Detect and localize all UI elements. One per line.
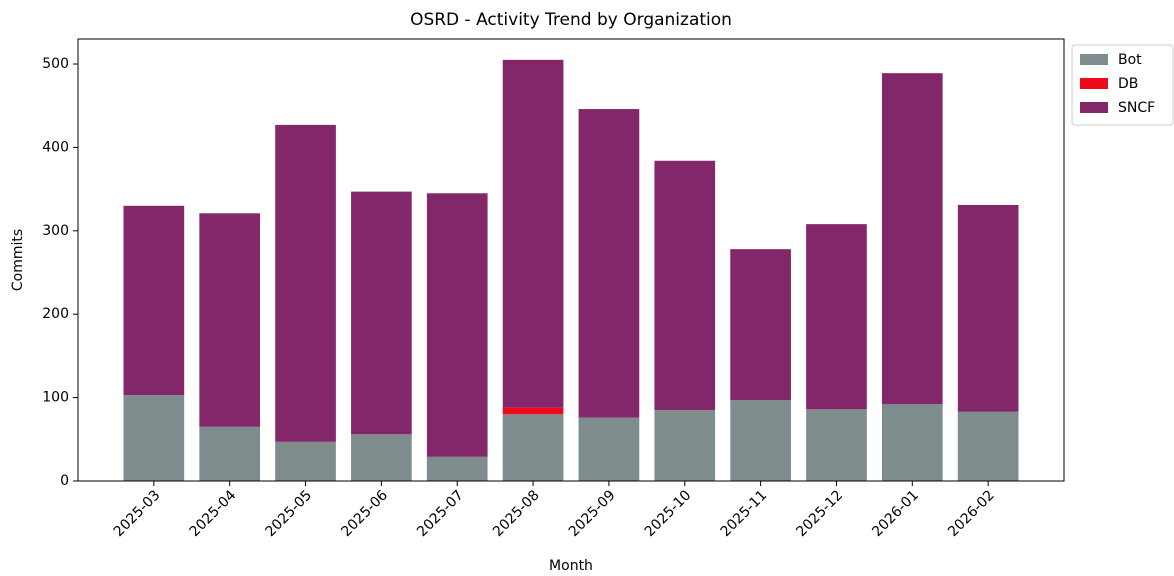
x-axis-label: Month bbox=[549, 558, 593, 574]
x-tick-label: 2026-02 bbox=[945, 487, 998, 540]
x-tick-label: 2025-11 bbox=[718, 487, 771, 540]
y-tick-label: 0 bbox=[60, 473, 69, 489]
bar-segment bbox=[123, 395, 185, 481]
bar-segment bbox=[730, 249, 791, 401]
x-tick-label: 2026-01 bbox=[869, 487, 922, 540]
x-tick-label: 2025-09 bbox=[566, 487, 619, 540]
x-tick-label: 2025-03 bbox=[111, 487, 164, 540]
bar-segment bbox=[502, 59, 564, 408]
y-axis-label: Commits bbox=[10, 229, 26, 291]
bar-segment bbox=[123, 205, 185, 396]
bar-segment bbox=[426, 193, 488, 457]
legend-swatch bbox=[1080, 78, 1108, 89]
bar-segment bbox=[957, 411, 1019, 481]
x-tick-label: 2025-12 bbox=[793, 487, 846, 540]
bar-segment bbox=[275, 441, 336, 481]
bar-segment bbox=[957, 204, 1019, 412]
bar-segment bbox=[578, 109, 640, 418]
y-tick-label: 200 bbox=[42, 306, 69, 322]
x-tick-label: 2025-10 bbox=[642, 487, 695, 540]
legend-swatch bbox=[1080, 102, 1108, 113]
legend-swatch bbox=[1080, 54, 1108, 65]
y-tick-label: 100 bbox=[42, 390, 69, 406]
bar-segment bbox=[881, 404, 943, 481]
bar-segment bbox=[806, 224, 867, 410]
y-tick-label: 300 bbox=[42, 223, 69, 239]
legend-label: DB bbox=[1118, 76, 1138, 92]
legend-label: Bot bbox=[1118, 52, 1142, 68]
bar-segment bbox=[502, 414, 564, 481]
y-tick-label: 400 bbox=[42, 139, 69, 155]
x-tick-label: 2025-05 bbox=[263, 487, 316, 540]
bar-segment bbox=[730, 400, 791, 481]
x-tick-label: 2025-06 bbox=[338, 487, 391, 540]
x-tick-label: 2025-08 bbox=[490, 487, 543, 540]
bar-segment bbox=[654, 410, 716, 481]
bar-segment bbox=[351, 191, 412, 435]
x-tick-label: 2025-07 bbox=[414, 487, 467, 540]
bar-segment bbox=[199, 213, 261, 427]
bar-segment bbox=[351, 434, 412, 481]
bar-segment bbox=[654, 160, 716, 411]
legend-label: SNCF bbox=[1118, 100, 1155, 116]
x-tick-label: 2025-04 bbox=[187, 487, 240, 540]
y-tick-label: 500 bbox=[42, 56, 69, 72]
bar-segment bbox=[426, 456, 488, 481]
plot-frame bbox=[77, 38, 1065, 482]
bar-segment bbox=[199, 426, 261, 481]
bar-segment bbox=[881, 73, 943, 405]
chart-title: OSRD - Activity Trend by Organization bbox=[410, 10, 732, 30]
bar-segment bbox=[578, 417, 640, 481]
bar-segment bbox=[806, 409, 867, 481]
bar-segment bbox=[275, 124, 336, 442]
bar-segment bbox=[502, 407, 564, 415]
